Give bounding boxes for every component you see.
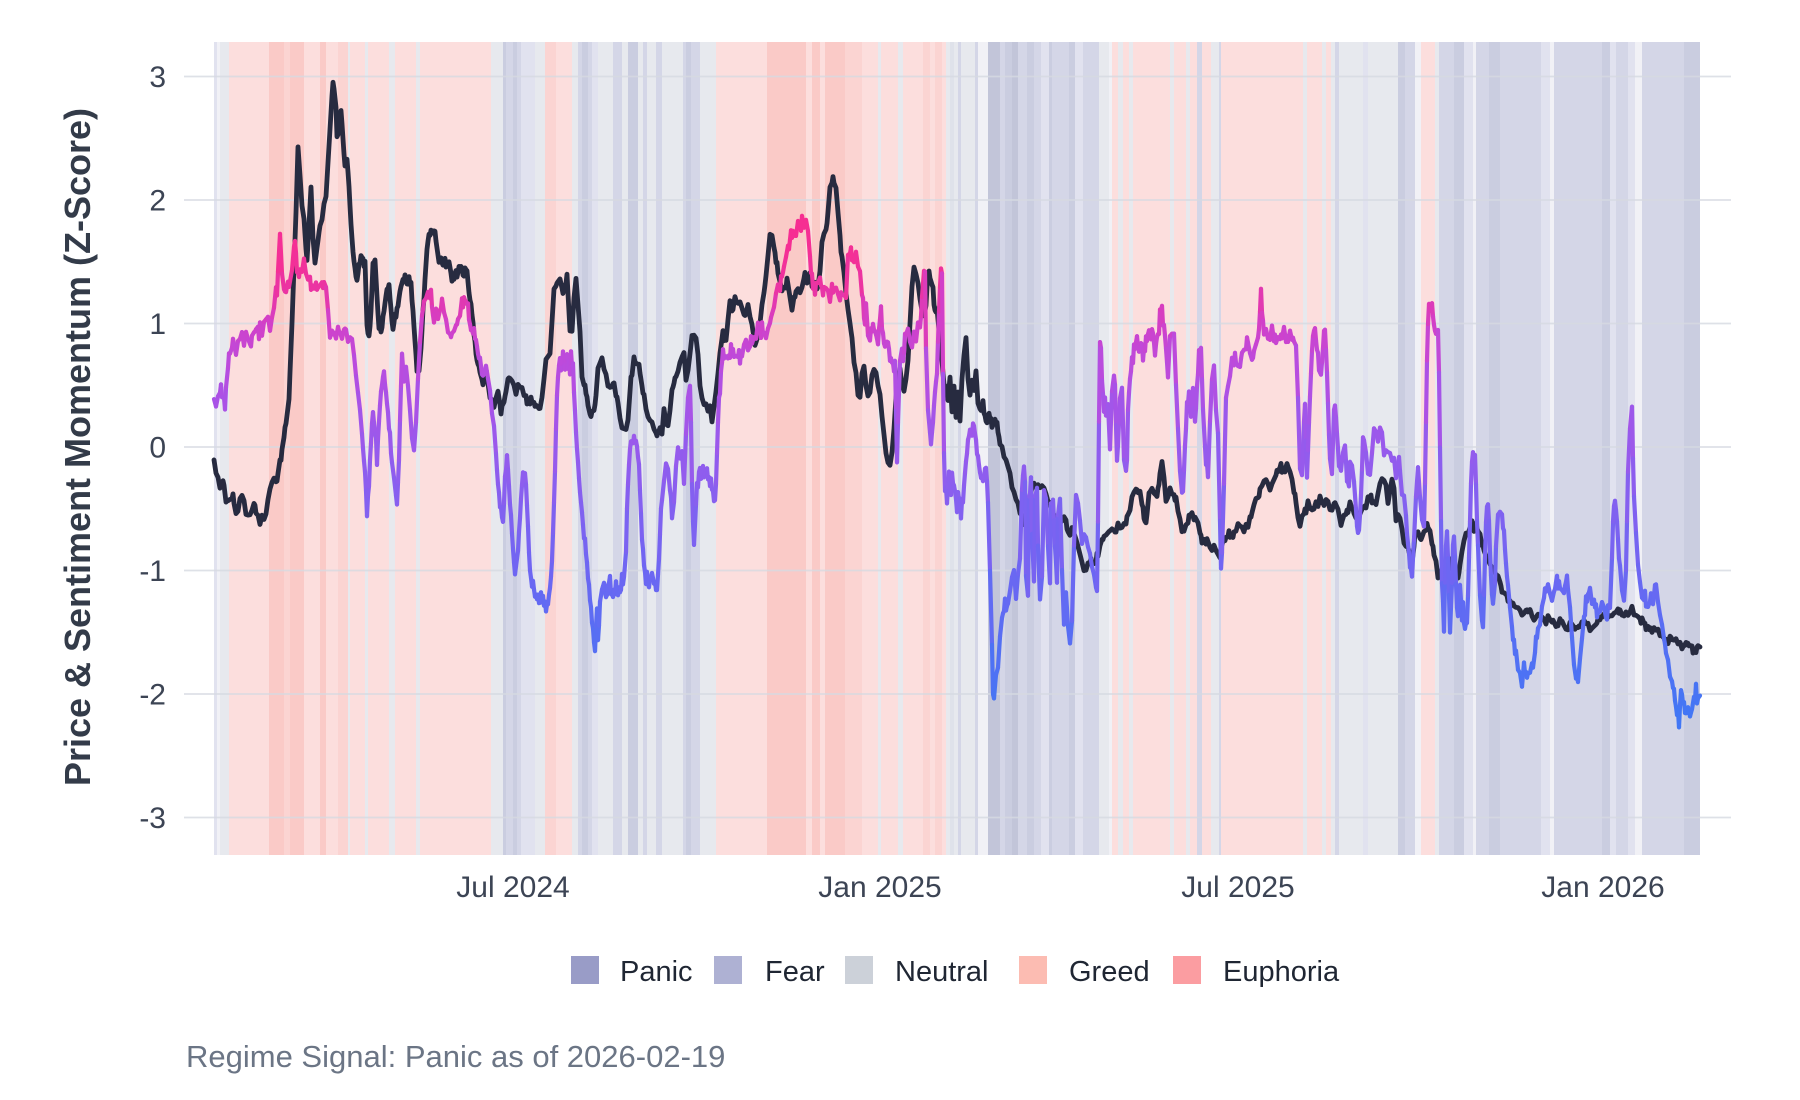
svg-text:Neutral: Neutral xyxy=(895,956,989,988)
svg-text:Jan 2025: Jan 2025 xyxy=(818,871,941,904)
svg-text:Jan 2026: Jan 2026 xyxy=(1541,871,1664,904)
svg-text:Price & Sentiment Momentum (Z-: Price & Sentiment Momentum (Z-Score) xyxy=(57,108,98,786)
svg-text:Jul 2025: Jul 2025 xyxy=(1181,871,1294,904)
svg-text:Euphoria: Euphoria xyxy=(1223,956,1340,988)
svg-text:1: 1 xyxy=(149,308,166,341)
svg-text:Greed: Greed xyxy=(1069,956,1150,988)
svg-text:-2: -2 xyxy=(139,679,166,712)
svg-text:Jul 2024: Jul 2024 xyxy=(456,871,569,904)
svg-text:-1: -1 xyxy=(139,555,166,588)
svg-text:-3: -3 xyxy=(139,802,166,835)
svg-text:Regime Signal: Panic as of 202: Regime Signal: Panic as of 2026-02-19 xyxy=(186,1039,725,1074)
svg-text:Panic: Panic xyxy=(620,956,693,988)
svg-text:0: 0 xyxy=(149,432,166,465)
svg-text:3: 3 xyxy=(149,61,166,94)
svg-text:Fear: Fear xyxy=(765,956,825,988)
svg-text:2: 2 xyxy=(149,185,166,218)
